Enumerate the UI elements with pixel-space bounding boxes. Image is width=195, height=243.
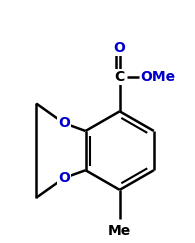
- Text: O: O: [114, 41, 126, 54]
- Text: OMe: OMe: [140, 70, 176, 84]
- Text: O: O: [58, 116, 70, 130]
- Text: C: C: [114, 70, 125, 84]
- Text: Me: Me: [108, 224, 131, 238]
- Text: O: O: [58, 171, 70, 185]
